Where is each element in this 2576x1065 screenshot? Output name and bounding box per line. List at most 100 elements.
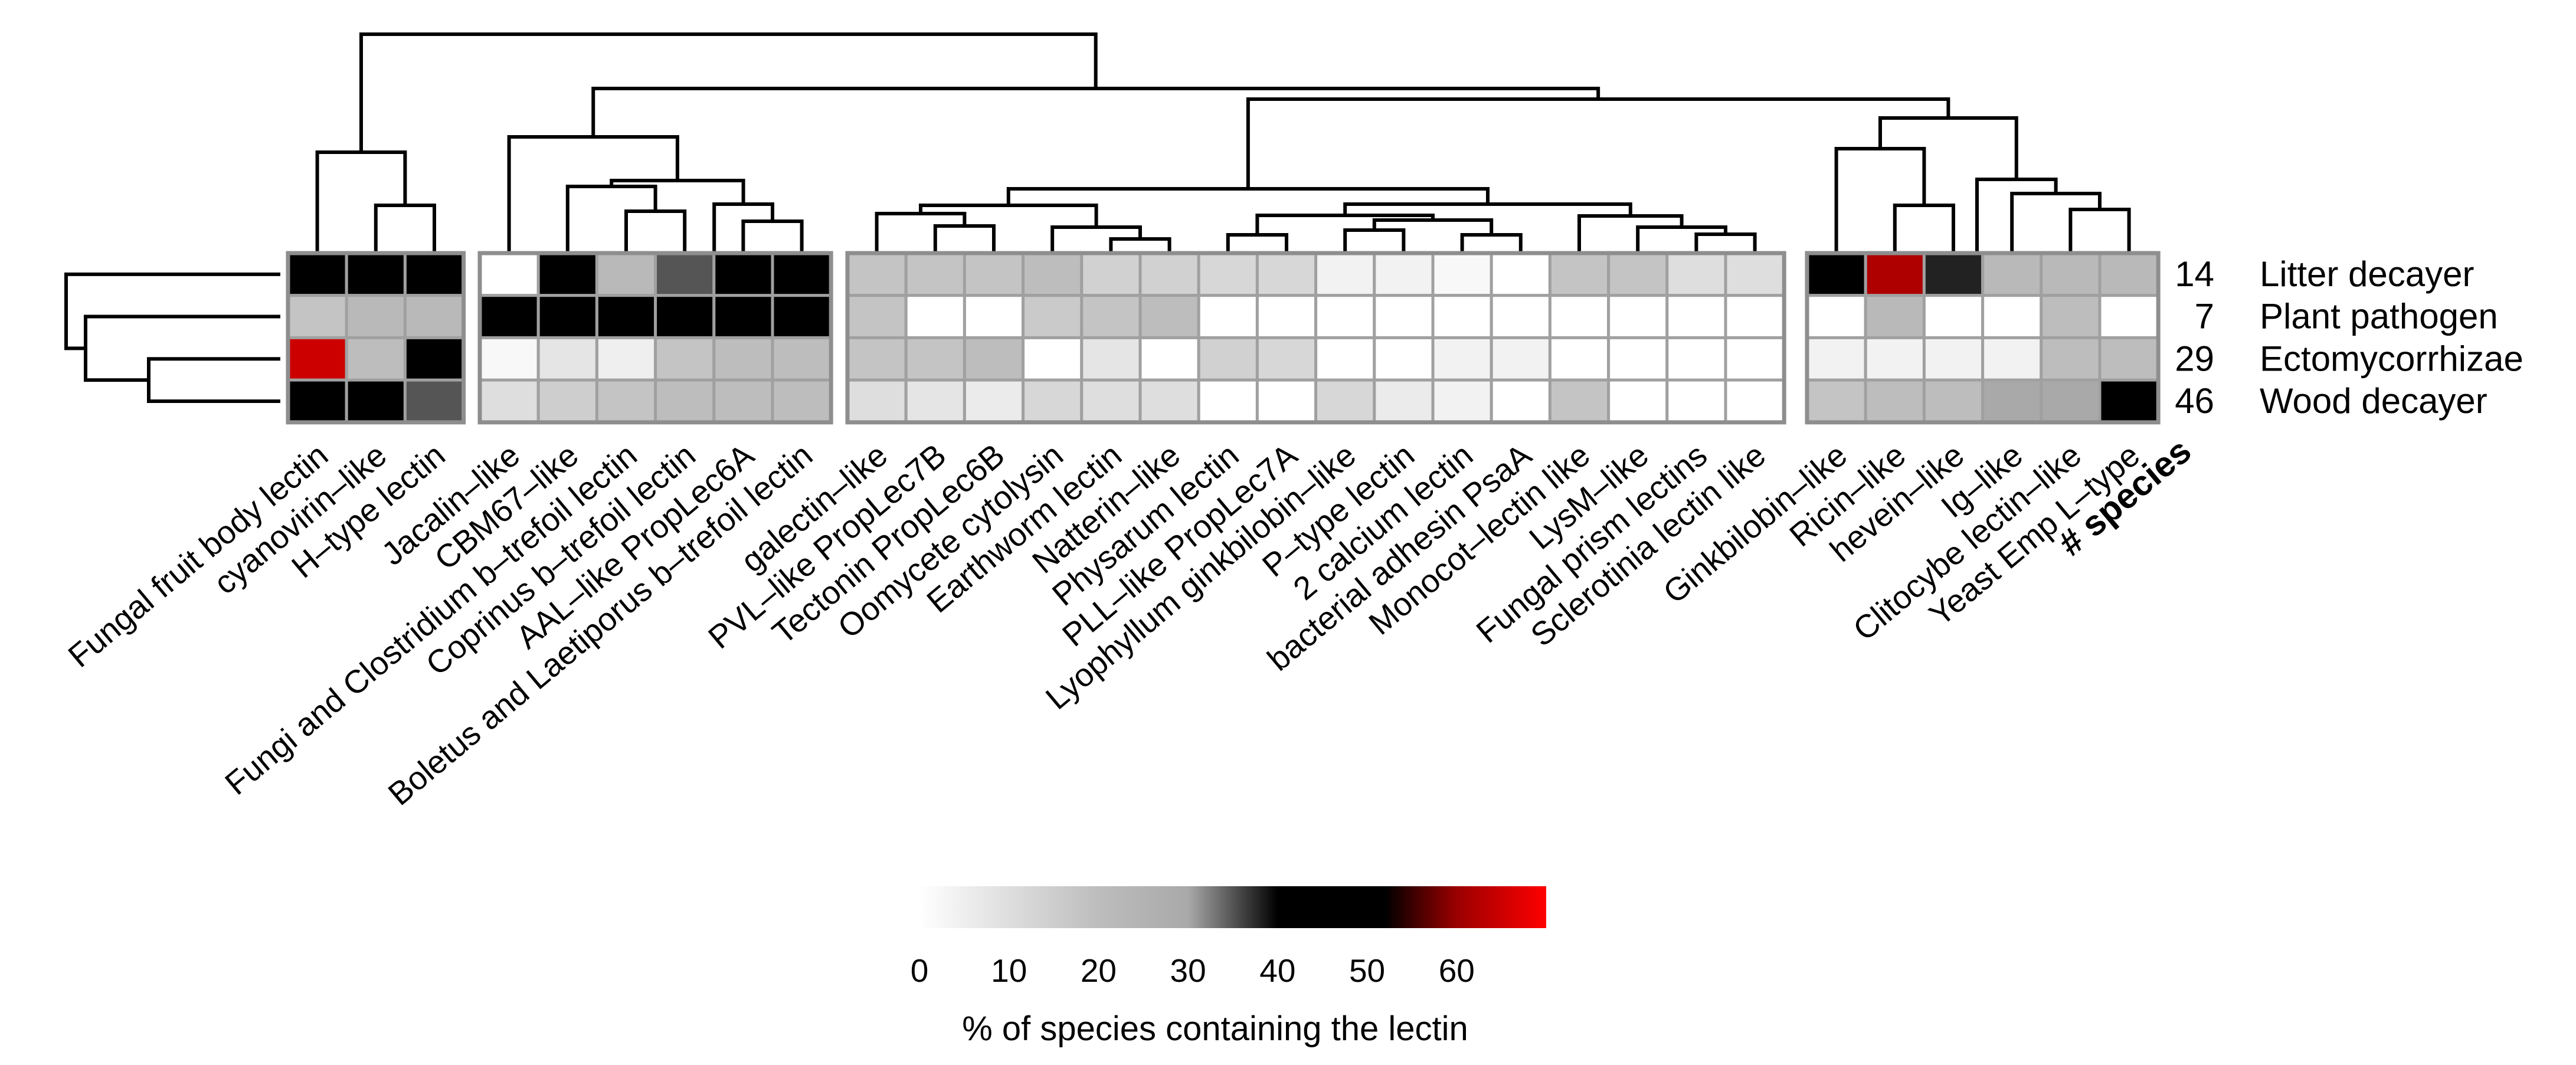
heatmap-cell bbox=[345, 294, 407, 339]
heatmap-block-frame bbox=[845, 251, 1786, 425]
heatmap-cell bbox=[1805, 251, 1867, 297]
row-dendrogram-branch bbox=[147, 357, 280, 403]
heatmap-cell bbox=[478, 251, 540, 297]
column-dendrogram-branch bbox=[591, 87, 1600, 137]
column-dendrogram-branch bbox=[1834, 147, 1926, 253]
color-key-label: % of species containing the lectin bbox=[962, 1010, 1468, 1048]
heatmap-cell bbox=[1724, 336, 1786, 382]
heatmap-cell bbox=[1864, 336, 1926, 382]
heatmap-cell bbox=[1864, 251, 1926, 297]
heatmap-cell bbox=[2098, 336, 2160, 382]
heatmap-cell bbox=[654, 294, 716, 339]
heatmap-cell bbox=[478, 336, 540, 382]
heatmap-cell bbox=[286, 378, 348, 424]
column-dendrogram-branch bbox=[1343, 228, 1406, 253]
color-key-tick-label: 0 bbox=[911, 952, 929, 989]
color-key-tick-label: 50 bbox=[1349, 952, 1385, 989]
heatmap-cell bbox=[1548, 378, 1611, 424]
heatmap-cell bbox=[963, 336, 1025, 382]
heatmap-cell bbox=[1022, 251, 1084, 297]
heatmap-cell bbox=[2098, 378, 2160, 424]
heatmap-cell bbox=[904, 336, 966, 382]
color-key-ticks: 0 10 20 30 40 50 60 bbox=[911, 952, 1475, 989]
column-dendrogram-branch bbox=[1975, 178, 2058, 253]
heatmap-cell bbox=[904, 294, 966, 339]
heatmap-cell bbox=[1431, 378, 1493, 424]
heatmap-cell bbox=[536, 336, 598, 382]
heatmap-cell bbox=[1665, 378, 1727, 424]
heatmap-cell bbox=[1197, 251, 1259, 297]
heatmap-cell bbox=[536, 294, 598, 339]
heatmap-cell bbox=[1431, 251, 1493, 297]
heatmap-cell bbox=[1490, 294, 1552, 339]
column-dendrogram-branch bbox=[875, 212, 967, 253]
heatmap-cell bbox=[1981, 378, 2043, 424]
column-dendrogram-branch bbox=[1893, 204, 1955, 253]
heatmap-cell bbox=[846, 378, 908, 424]
heatmap-cell bbox=[1607, 294, 1669, 339]
color-key: 0 10 20 30 40 50 60 % of species containing th… bbox=[911, 886, 1546, 1048]
heatmap-cell bbox=[1981, 336, 2043, 382]
column-dendrogram-branch bbox=[741, 219, 804, 253]
heatmap-block-frame bbox=[477, 251, 833, 425]
row-dendrogram-branch bbox=[64, 272, 280, 350]
heatmap-cell bbox=[654, 378, 716, 424]
heatmap-cell bbox=[1805, 378, 1867, 424]
heatmap-cell bbox=[1314, 251, 1376, 297]
heatmap-cell bbox=[1805, 294, 1867, 339]
heatmap-cell bbox=[846, 294, 908, 339]
heatmap-cell bbox=[595, 294, 657, 339]
heatmap-cell bbox=[286, 336, 348, 382]
heatmap-cell bbox=[712, 251, 774, 297]
heatmap-cell bbox=[1138, 378, 1200, 424]
heatmap-cell bbox=[1197, 378, 1259, 424]
heatmap-cells bbox=[286, 251, 2161, 425]
heatmap-cell bbox=[1314, 378, 1376, 424]
heatmap-cell bbox=[1373, 336, 1435, 382]
row-labels: 14 Litter decayer 7 Plant pathogen 29 Ectomyc… bbox=[2175, 254, 2523, 421]
heatmap-cell bbox=[1864, 378, 1926, 424]
heatmap-cell bbox=[1022, 294, 1084, 339]
heatmap-cell bbox=[1373, 294, 1435, 339]
heatmap-cell bbox=[1922, 378, 1985, 424]
heatmap-cell bbox=[1197, 336, 1259, 382]
heatmap-cell bbox=[1022, 336, 1084, 382]
column-dendrogram-branch bbox=[1460, 233, 1523, 253]
column-dendrogram-branch bbox=[919, 204, 1098, 227]
heatmap-cell bbox=[595, 336, 657, 382]
heatmap-cell bbox=[478, 378, 540, 424]
heatmap-cell bbox=[712, 378, 774, 424]
column-dendrogram-branch bbox=[1246, 97, 1950, 189]
heatmap-cell bbox=[1922, 251, 1985, 297]
heatmap-cell bbox=[1490, 336, 1552, 382]
heatmap-cell bbox=[1864, 294, 1926, 339]
heatmap-cell bbox=[963, 294, 1025, 339]
heatmap-cell bbox=[1080, 336, 1142, 382]
heatmap-cell bbox=[963, 251, 1025, 297]
heatmap-cell bbox=[1314, 336, 1376, 382]
row-label: Ectomycorrhizae bbox=[2260, 339, 2523, 378]
heatmap-cell bbox=[1607, 378, 1669, 424]
dendrograms bbox=[64, 32, 2131, 403]
heatmap-cell bbox=[771, 294, 833, 339]
row-label: Litter decayer bbox=[2260, 254, 2474, 294]
heatmap-cell bbox=[1138, 251, 1200, 297]
color-key-tick-label: 20 bbox=[1081, 952, 1117, 989]
column-labels: Fungal fruit body lectincyanovirin–likeH… bbox=[61, 436, 2147, 812]
heatmap-cell bbox=[345, 251, 407, 297]
heatmap-cell bbox=[771, 378, 833, 424]
heatmap-cell bbox=[654, 251, 716, 297]
row-species-count: 7 bbox=[2195, 297, 2214, 336]
column-dendrogram-branch bbox=[1226, 233, 1288, 253]
heatmap-block-frame bbox=[1805, 251, 2161, 425]
heatmap-cell bbox=[1548, 251, 1611, 297]
column-dendrogram-branch bbox=[1109, 237, 1171, 253]
heatmap-cell bbox=[963, 378, 1025, 424]
heatmap-cell bbox=[1607, 251, 1669, 297]
heatmap-cell bbox=[2098, 251, 2160, 297]
heatmap-cell bbox=[846, 251, 908, 297]
heatmap-cell bbox=[712, 336, 774, 382]
heatmap-cell bbox=[1022, 378, 1084, 424]
color-key-tick-label: 10 bbox=[991, 952, 1027, 989]
